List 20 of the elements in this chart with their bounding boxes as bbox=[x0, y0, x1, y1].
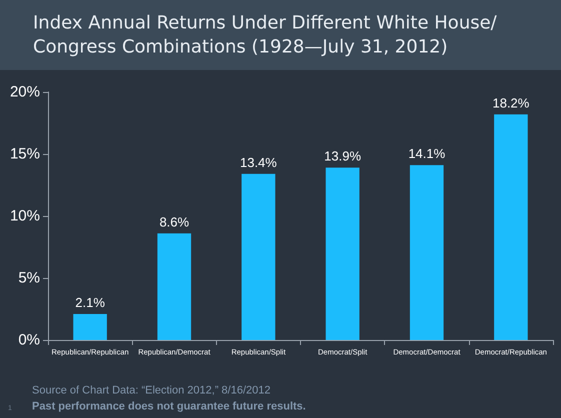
bar bbox=[242, 174, 276, 340]
text: Past performance does not guarantee future results. bbox=[32, 400, 306, 412]
data-label: 18.2% bbox=[492, 95, 530, 110]
y-tick-label: 0% bbox=[18, 332, 40, 348]
bar bbox=[494, 114, 528, 340]
source-note: Source of Chart Data: “Election 2012,” 8/16/2012 bbox=[32, 384, 270, 396]
y-tick-label: 20% bbox=[10, 84, 40, 100]
data-label: 8.6% bbox=[159, 214, 190, 230]
bar bbox=[73, 314, 107, 340]
data-label: 13.9% bbox=[324, 148, 362, 164]
bar bbox=[326, 168, 360, 340]
y-tick-label: 10% bbox=[10, 208, 40, 224]
y-tick-label: 15% bbox=[10, 146, 40, 162]
chart-title: Index Annual Returns Under Different White House/Congress Combinations (1928—July 31, 2012) bbox=[33, 12, 498, 58]
data-label: 14.1% bbox=[408, 146, 446, 162]
bar bbox=[410, 165, 444, 340]
y-tick-label: 5% bbox=[18, 270, 40, 286]
data-label: 13.4% bbox=[240, 154, 278, 170]
bar bbox=[157, 233, 192, 340]
data-label: 2.1% bbox=[75, 294, 106, 310]
